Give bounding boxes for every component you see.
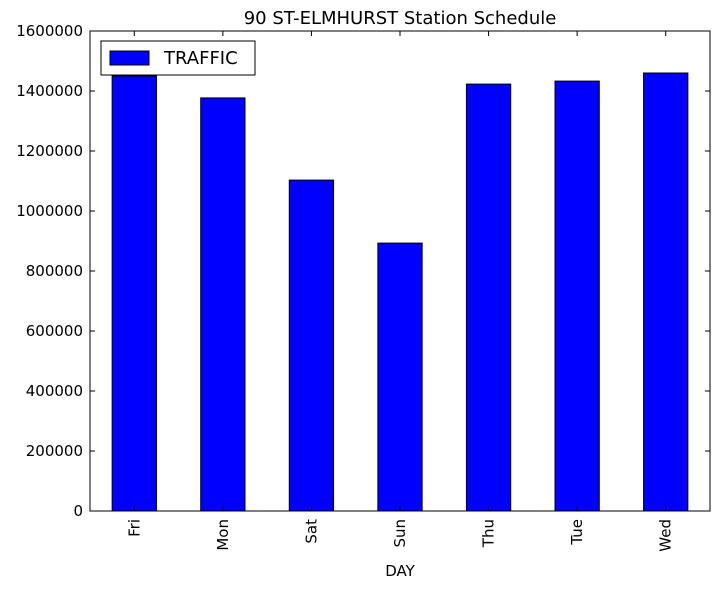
y-tick-label-400000: 400000 xyxy=(26,382,83,400)
x-axis-label: DAY xyxy=(385,562,415,580)
x-tick-label-sat: Sat xyxy=(302,519,320,544)
y-tick-label-1200000: 1200000 xyxy=(16,142,83,160)
y-tick-label-0: 0 xyxy=(73,502,83,520)
y-tick-label-1400000: 1400000 xyxy=(16,82,83,100)
y-tick-label-800000: 800000 xyxy=(26,262,83,280)
legend-label-traffic: TRAFFIC xyxy=(163,48,238,69)
bar-mon xyxy=(200,97,246,512)
x-tick-label-thu: Thu xyxy=(480,519,498,548)
plot-frame xyxy=(89,30,711,512)
bars xyxy=(111,72,689,512)
y-tick-label-1600000: 1600000 xyxy=(16,22,83,40)
x-tick-label-sun: Sun xyxy=(391,519,409,548)
y-axis-ticks: 0 200000 400000 600000 800000 1000000 1200000 1… xyxy=(16,22,710,520)
x-tick-label-tue: Tue xyxy=(568,519,586,546)
y-tick-label-1000000: 1000000 xyxy=(16,202,83,220)
x-axis-ticks: Fri Mon Sat Sun Thu Tue Wed xyxy=(125,31,675,552)
bar-fri xyxy=(111,75,157,512)
y-tick-label-200000: 200000 xyxy=(26,442,83,460)
y-tick-label-600000: 600000 xyxy=(26,322,83,340)
legend: TRAFFIC xyxy=(100,40,256,76)
bar-thu xyxy=(465,83,512,512)
x-tick-label-wed: Wed xyxy=(657,519,675,552)
legend-swatch xyxy=(109,50,150,66)
bar-sat xyxy=(288,179,335,512)
bar-sun xyxy=(377,242,423,512)
bar-wed xyxy=(643,72,689,512)
chart-title: 90 ST-ELMHURST Station Schedule xyxy=(244,8,557,29)
x-tick-label-mon: Mon xyxy=(214,519,232,551)
bar-tue xyxy=(554,80,600,512)
x-tick-label-fri: Fri xyxy=(125,519,143,537)
